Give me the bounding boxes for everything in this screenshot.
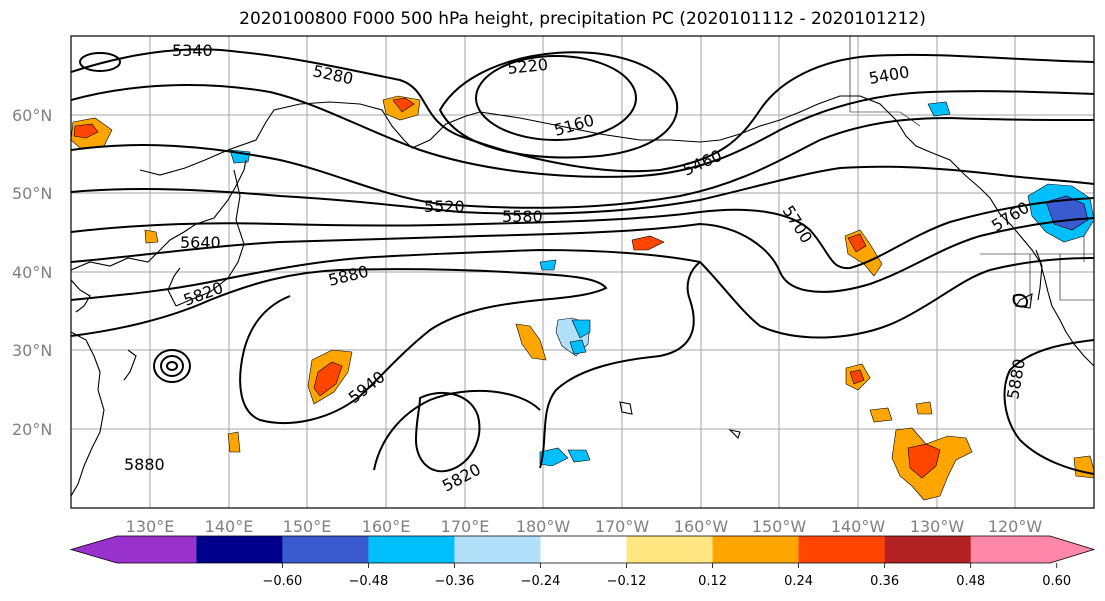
contour-label: 5340 (172, 41, 213, 60)
colorbar-tick-label: −0.12 (607, 574, 647, 589)
lon-label: 130°E (126, 517, 175, 536)
lon-label: 170°E (441, 517, 490, 536)
lon-label: 180°W (516, 517, 571, 536)
contour-label: 5640 (180, 233, 221, 252)
colorbar-tick-label: 0.48 (956, 574, 985, 589)
graticule (71, 36, 1094, 508)
lat-label: 50°N (12, 184, 52, 203)
lon-label: 160°E (362, 517, 411, 536)
colorbar-tick-label: −0.36 (435, 574, 475, 589)
latitude-labels: 60°N 50°N 40°N 30°N 20°N (12, 106, 52, 439)
lon-label: 140°W (831, 517, 886, 536)
boundaries (849, 36, 1094, 301)
colorbar-tick-label: 0.24 (784, 574, 813, 589)
lon-label: 150°W (752, 517, 807, 536)
colorbar-segment (368, 536, 455, 563)
colorbar-segment (71, 536, 197, 563)
colorbar-tick-label: −0.60 (262, 574, 302, 589)
lon-label: 160°W (674, 517, 729, 536)
colorbar-tick-label: 0.60 (1042, 574, 1071, 589)
height-contours (71, 48, 1094, 475)
colorbar-segment (884, 536, 972, 563)
map-title: 2020100800 F000 500 hPa height, precipit… (239, 9, 926, 29)
colorbar-segment (282, 536, 369, 563)
lat-label: 60°N (12, 106, 52, 125)
colorbar-outline (69, 535, 1096, 564)
longitude-labels: 130°E 140°E 150°E 160°E 170°E 180°W 170°… (126, 517, 1043, 536)
colorbar-tick-label: −0.48 (348, 574, 388, 589)
lat-label: 30°N (12, 341, 52, 360)
lat-label: 20°N (12, 420, 52, 439)
coastlines (71, 95, 1094, 497)
lon-label: 130°W (910, 517, 965, 536)
contour-label: 5520 (424, 197, 465, 216)
colorbar-tick-label: −0.24 (521, 574, 561, 589)
lon-label: 170°W (595, 517, 650, 536)
lon-label: 150°E (283, 517, 332, 536)
contour-label: 5580 (502, 207, 543, 226)
map-border (70, 35, 1095, 509)
contour-label: 5220 (506, 55, 548, 78)
colorbar-tick-label: 0.36 (870, 574, 899, 589)
contour-label: 5880 (124, 455, 165, 474)
colorbar-segment (798, 536, 886, 563)
lon-label: 120°W (988, 517, 1043, 536)
colorbar-segment (540, 536, 628, 563)
colorbar-segment (712, 536, 800, 563)
colorbar-segment (626, 536, 714, 563)
lon-label: 140°E (205, 517, 254, 536)
colorbar-segment (454, 536, 541, 563)
colorbar-tick-label: 0.12 (698, 574, 727, 589)
colorbar-segment (970, 536, 1094, 563)
lat-label: 40°N (12, 263, 52, 282)
colorbar-segment (196, 536, 283, 563)
colorbar: −0.60 −0.48 −0.36 −0.24 −0.12 0.12 0.24 0.36 0.4… (69, 535, 1096, 589)
